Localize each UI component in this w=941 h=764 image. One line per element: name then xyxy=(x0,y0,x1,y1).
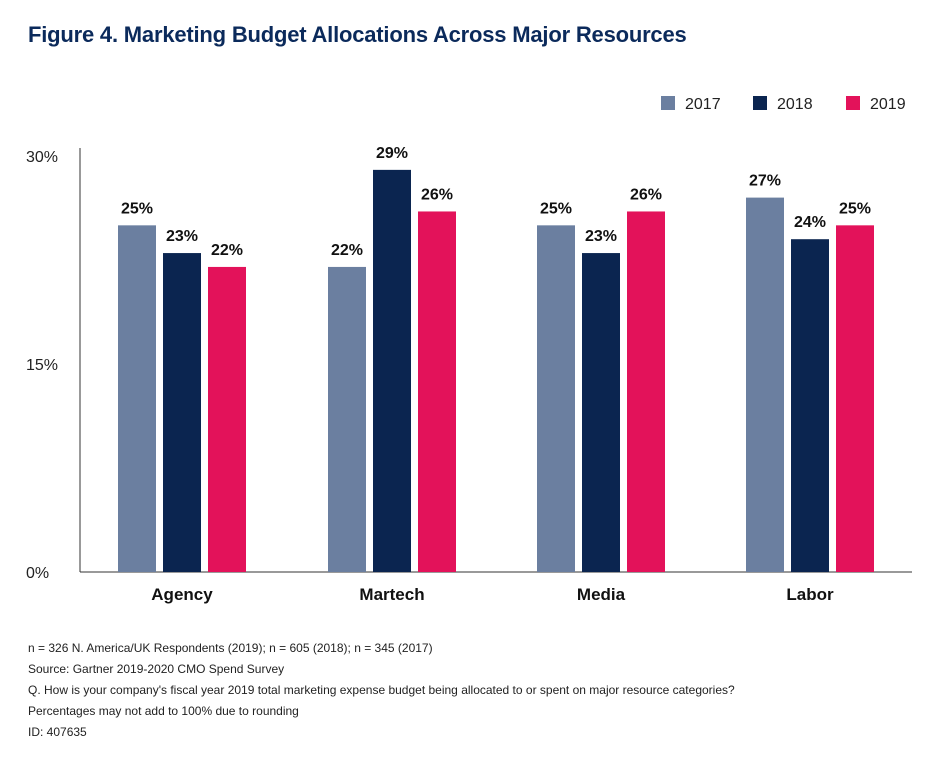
bar-2018-media xyxy=(582,253,620,573)
y-tick-label: 30% xyxy=(26,149,58,166)
data-label: 23% xyxy=(585,228,617,245)
bar-2019-labor xyxy=(836,225,874,573)
y-tick-label: 0% xyxy=(26,565,49,582)
legend-label: 2017 xyxy=(685,96,721,113)
data-label: 23% xyxy=(166,228,198,245)
data-label: 25% xyxy=(540,200,572,217)
data-label: 22% xyxy=(211,242,243,259)
legend-label: 2019 xyxy=(870,96,906,113)
chart-title: Figure 4. Marketing Budget Allocations A… xyxy=(28,22,687,47)
footnote-rounding: Percentages may not add to 100% due to r… xyxy=(28,704,299,718)
footnotes: n = 326 N. America/UK Respondents (2019)… xyxy=(28,638,735,743)
x-tick-label: Labor xyxy=(786,585,834,604)
bar-2019-martech xyxy=(418,211,456,572)
bar-2017-agency xyxy=(118,225,156,573)
data-label: 22% xyxy=(331,242,363,259)
legend-label: 2018 xyxy=(777,96,813,113)
legend-swatch-2018 xyxy=(753,96,767,110)
data-label: 29% xyxy=(376,145,408,162)
data-label: 25% xyxy=(121,200,153,217)
data-label: 25% xyxy=(839,200,871,217)
footnote-sample-size: n = 326 N. America/UK Respondents (2019)… xyxy=(28,641,433,655)
footnote-id: ID: 407635 xyxy=(28,725,87,739)
bar-2019-agency xyxy=(208,266,246,572)
y-tick-label: 15% xyxy=(26,357,58,374)
footnote-source: Source: Gartner 2019-2020 CMO Spend Surv… xyxy=(28,662,285,676)
data-label: 27% xyxy=(749,173,781,190)
x-tick-label: Agency xyxy=(151,585,213,604)
x-tick-label: Media xyxy=(577,585,626,604)
bar-2018-martech xyxy=(373,169,411,572)
data-label: 26% xyxy=(630,186,662,203)
x-tick-label: Martech xyxy=(359,585,424,604)
bar-2017-media xyxy=(537,225,575,573)
bar-2019-media xyxy=(627,211,665,572)
bar-2018-labor xyxy=(791,239,829,572)
bar-chart: 0% 15% 30% 25% 23% 22% Agency 22% 29% 26% Martech 2… xyxy=(26,96,912,604)
footnote-question: Q. How is your company's fiscal year 201… xyxy=(28,683,735,697)
bar-2017-martech xyxy=(328,266,366,572)
data-label: 24% xyxy=(794,214,826,231)
legend-swatch-2017 xyxy=(661,96,675,110)
legend-swatch-2019 xyxy=(846,96,860,110)
data-label: 26% xyxy=(421,186,453,203)
bar-2018-agency xyxy=(163,253,201,573)
bar-2017-labor xyxy=(746,197,784,572)
